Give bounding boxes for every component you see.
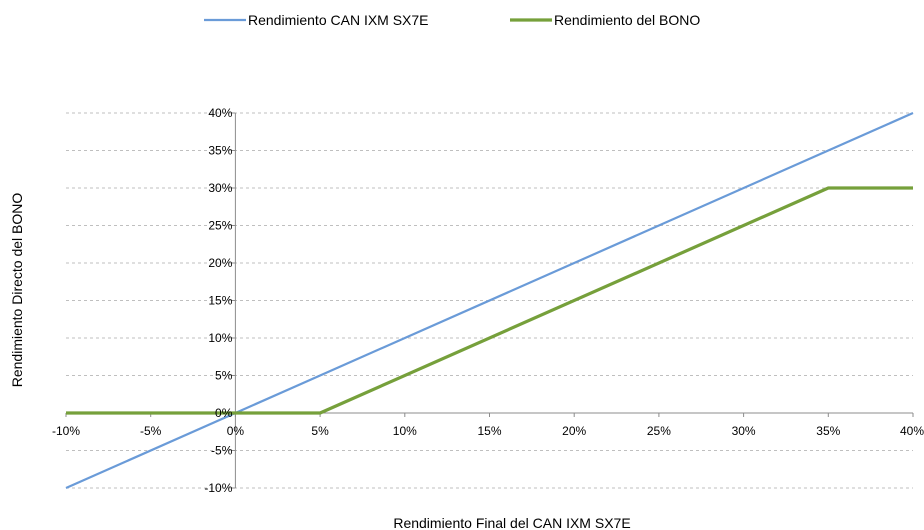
y-tick-label: 15% bbox=[208, 294, 232, 308]
x-tick-label: 20% bbox=[562, 424, 586, 438]
x-tick-label: 5% bbox=[311, 424, 329, 438]
legend-label-2: Rendimiento del BONO bbox=[554, 12, 700, 28]
x-tick-label: -10% bbox=[52, 424, 80, 438]
y-axis-title: Rendimiento Directo del BONO bbox=[9, 193, 25, 388]
y-tick-label: -10% bbox=[204, 481, 232, 495]
series-line-1 bbox=[65, 111, 914, 490]
x-tick-label: 10% bbox=[393, 424, 417, 438]
x-tick-label: 30% bbox=[732, 424, 756, 438]
y-tick-label: 5% bbox=[215, 369, 233, 383]
y-tick-label: 40% bbox=[208, 106, 232, 120]
x-axis-title: Rendimiento Final del CAN IXM SX7E bbox=[393, 515, 630, 530]
y-tick-label: 10% bbox=[208, 331, 232, 345]
legend: Rendimiento CAN IXM SX7E Rendimiento del … bbox=[204, 12, 700, 28]
x-tick-label: 40% bbox=[900, 424, 924, 438]
y-tick-label: 25% bbox=[208, 219, 232, 233]
series-lines bbox=[65, 111, 914, 490]
y-tick-label: 35% bbox=[208, 144, 232, 158]
y-tick-label: 20% bbox=[208, 256, 232, 270]
x-tick-label: 0% bbox=[227, 424, 245, 438]
x-tick-labels: -10% -5% 0% 5% 10% 15% 20% 25% 30% 35% 40% bbox=[52, 424, 924, 438]
y-tick-label: -5% bbox=[211, 444, 233, 458]
y-tick-labels: -10% -5% 0% 5% 10% 15% 20% 25% 30% 35% 40% bbox=[204, 106, 232, 495]
x-tick-label: 15% bbox=[477, 424, 501, 438]
y-tick-label: 0% bbox=[215, 406, 233, 420]
y-tick-label: 30% bbox=[208, 181, 232, 195]
x-tick-label: 35% bbox=[816, 424, 840, 438]
x-tick-label: 25% bbox=[647, 424, 671, 438]
x-tick-label: -5% bbox=[140, 424, 162, 438]
legend-label-1: Rendimiento CAN IXM SX7E bbox=[248, 12, 429, 28]
series-line-2 bbox=[66, 186, 913, 415]
